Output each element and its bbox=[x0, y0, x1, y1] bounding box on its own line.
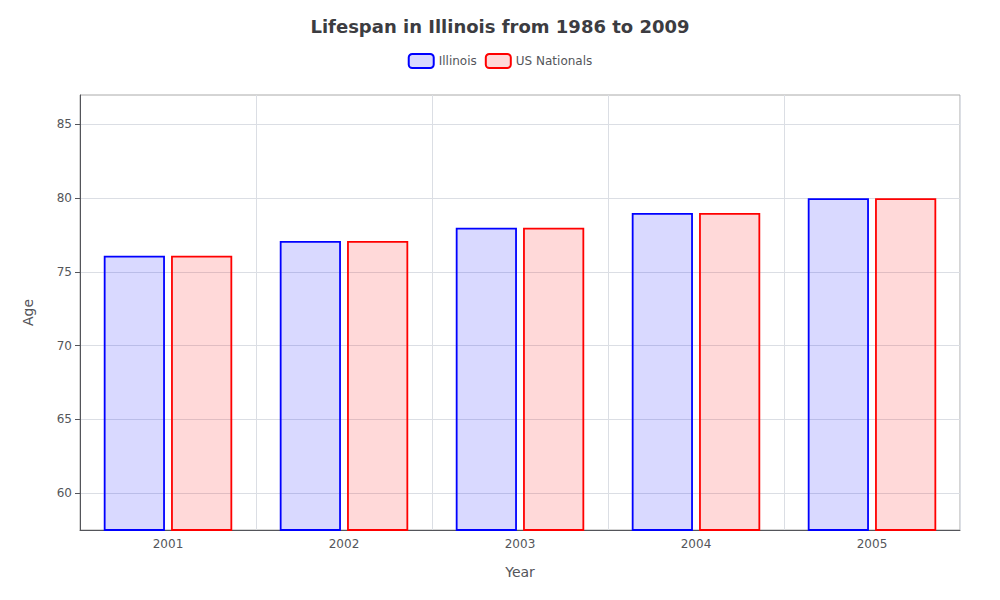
svg-text:75: 75 bbox=[57, 265, 72, 279]
svg-text:85: 85 bbox=[57, 117, 72, 131]
svg-text:65: 65 bbox=[57, 412, 72, 426]
svg-text:Year: Year bbox=[504, 564, 535, 580]
svg-text:2004: 2004 bbox=[681, 537, 712, 551]
svg-text:2005: 2005 bbox=[857, 537, 888, 551]
svg-text:2002: 2002 bbox=[329, 537, 360, 551]
svg-text:80: 80 bbox=[57, 191, 72, 205]
svg-text:70: 70 bbox=[57, 339, 72, 353]
svg-text:2001: 2001 bbox=[153, 537, 184, 551]
svg-text:Age: Age bbox=[20, 299, 36, 326]
svg-text:60: 60 bbox=[57, 486, 72, 500]
svg-text:US Nationals: US Nationals bbox=[516, 54, 592, 68]
svg-text:2003: 2003 bbox=[505, 537, 536, 551]
svg-text:Illinois: Illinois bbox=[439, 54, 477, 68]
svg-text:Lifespan in Illinois from 1986: Lifespan in Illinois from 1986 to 2009 bbox=[310, 16, 689, 37]
